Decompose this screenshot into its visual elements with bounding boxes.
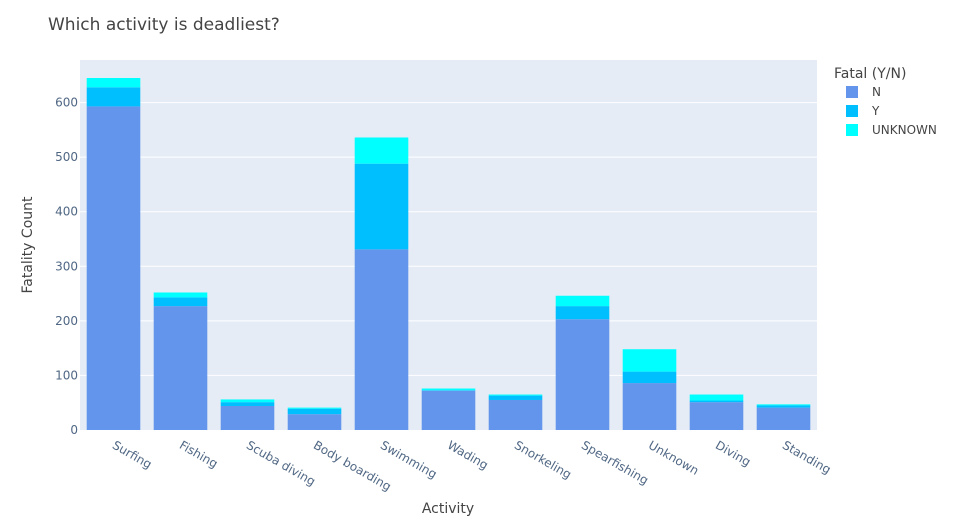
x-axis-title: Activity [422, 501, 474, 517]
legend-label: Y [871, 104, 880, 118]
legend-label: N [872, 85, 881, 99]
legend: Fatal (Y/N) NY UNKNOWN [834, 66, 937, 137]
bar-unknown [488, 394, 543, 396]
bar-n [220, 405, 275, 430]
legend-swatch [846, 124, 858, 136]
bar-y [555, 306, 610, 320]
legend-title: Fatal (Y/N) [834, 66, 906, 82]
bar-unknown [689, 394, 744, 401]
bar-y [622, 371, 677, 384]
x-tick-label: Spearfishing [579, 438, 651, 488]
x-tick-label: Swimming [378, 438, 439, 481]
bar-n [354, 249, 409, 430]
bar-unknown [756, 404, 811, 406]
x-tick-label: Wading [445, 438, 491, 472]
y-axis-ticks: 0 100 200 300 400 500 600 [55, 96, 78, 437]
x-tick-label: Scuba diving [244, 438, 318, 489]
y-tick-label: 500 [55, 150, 78, 164]
bar-unknown [555, 295, 610, 307]
y-tick-label: 300 [55, 259, 78, 273]
bar-y [488, 395, 543, 400]
y-tick-label: 100 [55, 368, 78, 382]
legend-label: UNKNOWN [872, 123, 937, 137]
x-tick-label: Standing [780, 438, 833, 477]
bar-n [86, 106, 141, 431]
bar-n [555, 319, 610, 430]
bar-unknown [220, 399, 275, 403]
chart-title: Which activity is deadliest? [48, 15, 280, 35]
bar-unknown [287, 407, 342, 409]
legend-swatch [846, 105, 858, 117]
bar-unknown [354, 137, 409, 164]
x-tick-label: Snorkeling [512, 438, 574, 482]
bar-y [354, 163, 409, 250]
y-tick-label: 600 [55, 96, 78, 110]
y-axis-title: Fatality Count [20, 196, 36, 294]
x-tick-label: Diving [713, 438, 753, 469]
bar-y [86, 87, 141, 107]
y-tick-label: 400 [55, 205, 78, 219]
bar-n [287, 414, 342, 430]
bar-y [421, 390, 476, 391]
bar-y [689, 400, 744, 403]
x-tick-label: Surfing [110, 438, 154, 472]
y-tick-label: 0 [70, 423, 78, 437]
bar-n [756, 407, 811, 430]
bar-unknown [153, 292, 208, 298]
bar-y [756, 405, 811, 408]
x-tick-label: Unknown [646, 438, 701, 478]
bar-n [689, 402, 744, 430]
bar-y [153, 297, 208, 307]
x-tick-label: Fishing [177, 438, 220, 471]
bar-unknown [86, 78, 141, 88]
bar-n [153, 306, 208, 430]
bar-y [220, 402, 275, 406]
bar-unknown [421, 388, 476, 391]
y-tick-label: 200 [55, 314, 78, 328]
bars [86, 78, 811, 431]
bar-n [622, 383, 677, 430]
bar-n [488, 399, 543, 430]
bar-unknown [622, 349, 677, 372]
bar-n [421, 390, 476, 430]
legend-swatch [846, 86, 858, 98]
bar-y [287, 408, 342, 415]
